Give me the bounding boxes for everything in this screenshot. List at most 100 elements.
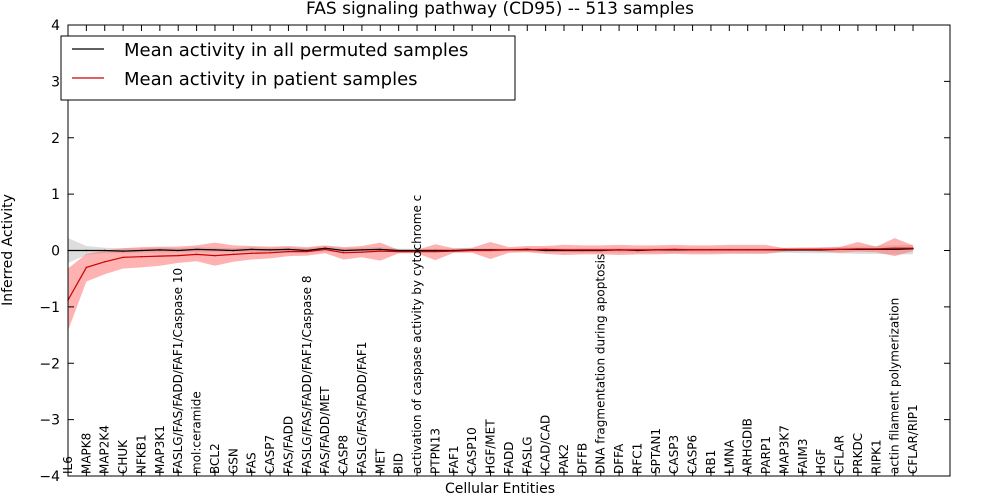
y-tick-label: −1 (39, 300, 60, 316)
point-patient-map3k1 (159, 255, 161, 257)
series-lines (67, 247, 914, 301)
x-tick-label-faf1: FAF1 (447, 445, 461, 474)
point-patient-casp3 (673, 248, 675, 251)
point-patient-lmna (728, 249, 730, 251)
point-patient-sptan1 (655, 249, 657, 251)
point-patient-fas-fadd-met (324, 248, 326, 251)
x-tick-label-fas-fadd: FAS/FADD (281, 416, 295, 474)
x-tick-label-arhgdib: ARHGDIB (741, 418, 755, 474)
point-patient-casp8 (342, 252, 345, 254)
point-patient-actin-filament-polymerization (894, 247, 896, 249)
x-tick-label-faslg: FASLG (520, 436, 534, 474)
point-permuted-gsn (232, 249, 234, 252)
x-tick-label-ptpn13: PTPN13 (428, 428, 442, 474)
x-tick-label-activation-of-caspase-activity-by-cytochrome-c: activation of caspase activity by cytoch… (410, 195, 424, 474)
point-permuted-faslg-fas-fadd-faf1 (361, 249, 363, 251)
point-permuted-nfkb1 (140, 249, 143, 252)
point-patient-faslg (526, 249, 528, 251)
x-tick-label-casp7: CASP7 (263, 435, 277, 474)
y-tick-label: 0 (51, 244, 60, 260)
x-tick-label-actin-filament-polymerization: actin filament polymerization (888, 298, 902, 474)
x-tick-label-ripk1: RIPK1 (869, 439, 883, 474)
point-permuted-map3k1 (159, 249, 161, 251)
point-patient-casp10 (471, 249, 473, 252)
point-permuted-faslg-fas-fadd-faf1-caspase-10 (177, 249, 179, 252)
point-patient-mol-ceramide (195, 253, 198, 256)
y-tick-label: 4 (51, 18, 60, 34)
point-permuted-casp7 (269, 249, 271, 251)
x-tick-label-met: MET (373, 448, 387, 474)
x-tick-label-parp1: PARP1 (759, 436, 773, 474)
point-patient-rfc1 (636, 249, 639, 251)
point-patient-fadd (508, 249, 510, 251)
point-patient-faf1 (453, 250, 455, 252)
x-tick-label-lmna: LMNA (722, 439, 736, 474)
point-patient-dffb (581, 249, 584, 251)
point-permuted-casp8 (342, 249, 345, 252)
x-tick-label-map3k7: MAP3K7 (777, 425, 791, 474)
point-patient-icad-cad (544, 248, 547, 251)
point-patient-fas-fadd (287, 250, 290, 253)
x-tick-label-cflar: CFLAR (833, 435, 847, 474)
point-patient-pak2 (563, 249, 565, 251)
x-tick-label-casp6: CASP6 (686, 435, 700, 474)
x-tick-label-bcl2: BCL2 (208, 443, 222, 474)
point-permuted-fas-fadd-met (324, 247, 326, 249)
y-axis-label: Inferred Activity (0, 194, 16, 306)
point-patient-cflar (838, 248, 841, 251)
x-tick-label-dffa: DFFA (612, 443, 626, 474)
x-tick-label-fas: FAS (245, 452, 259, 474)
point-patient-gsn (232, 253, 234, 256)
point-patient-faslg-fas-fadd-faf1 (361, 251, 363, 253)
x-tick-labels: IL6 MAPK8 MAP2K4 CHUK NFKB1 MAP3K1 FASLG/FAS/F… (61, 195, 920, 474)
point-permuted-bcl2 (214, 249, 216, 251)
point-patient-faslg-fas-fadd-faf1-caspase-8 (306, 250, 308, 253)
x-tick-label-faim3: FAIM3 (796, 438, 810, 474)
x-tick-label-dna-fragmentation-during-apoptosis: DNA fragmentation during apoptosis (594, 254, 608, 474)
point-permuted-met (379, 248, 381, 251)
point-permuted-faslg-fas-fadd-faf1-caspase-8 (306, 249, 308, 252)
point-patient-hgf (820, 248, 822, 251)
point-patient-hgf-met (489, 249, 492, 252)
point-patient-casp7 (269, 252, 271, 254)
point-patient-rb1 (710, 249, 712, 251)
x-tick-label-rfc1: RFC1 (631, 443, 645, 474)
point-patient-map2k4 (104, 261, 106, 263)
x-tick-label-rb1: RB1 (704, 450, 718, 474)
y-tick-label: 3 (51, 74, 60, 90)
x-tick-label-gsn: GSN (226, 448, 240, 474)
point-permuted-map2k4 (104, 249, 106, 252)
x-tick-label-hgf-met: HGF/MET (484, 419, 498, 474)
point-patient-bcl2 (214, 254, 216, 257)
point-patient-ripk1 (875, 248, 877, 250)
point-patient-arhgdib (747, 249, 749, 251)
x-tick-label-casp8: CASP8 (337, 435, 351, 474)
point-patient-fas (251, 252, 253, 254)
x-tick-label-sptan1: SPTAN1 (649, 428, 663, 474)
y-tick-label: 1 (51, 187, 60, 203)
point-patient-dffa (618, 249, 620, 251)
point-patient-mapk8 (85, 266, 88, 269)
point-patient-bid (398, 250, 400, 253)
point-permuted-fas-fadd (287, 248, 290, 251)
point-permuted-chuk (122, 250, 124, 252)
point-permuted-mol-ceramide (195, 248, 198, 251)
point-permuted-ptpn13 (434, 249, 437, 252)
point-permuted-fas (251, 248, 253, 251)
point-permuted-mapk8 (85, 249, 88, 252)
point-patient-nfkb1 (140, 256, 143, 258)
x-tick-label-mol-ceramide: mol:ceramide (190, 391, 204, 474)
point-permuted-activation-of-caspase-activity-by-cytochrome-c (416, 249, 418, 252)
x-tick-label-chuk: CHUK (116, 439, 130, 474)
chart-title: FAS signaling pathway (CD95) -- 513 samp… (306, 0, 694, 19)
point-patient-faslg-fas-fadd-faf1-caspase-10 (177, 254, 179, 257)
legend-label-patient: Mean activity in patient samples (124, 69, 418, 90)
point-patient-casp6 (691, 249, 694, 251)
x-tick-label-bid: BID (392, 453, 406, 474)
point-patient-chuk (122, 256, 124, 258)
point-patient-activation-of-caspase-activity-by-cytochrome-c (416, 250, 418, 253)
point-patient-dna-fragmentation-during-apoptosis (600, 249, 602, 251)
x-tick-label-pak2: PAK2 (557, 444, 571, 474)
point-patient-faim3 (802, 248, 804, 251)
